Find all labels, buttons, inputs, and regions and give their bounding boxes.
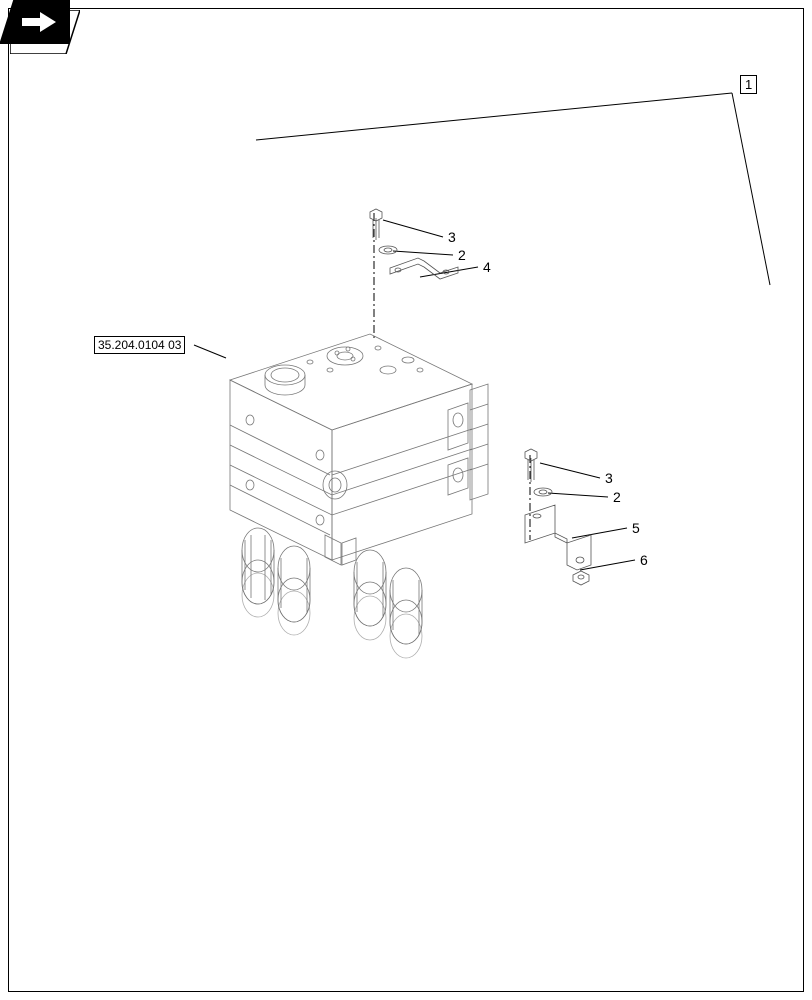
valve-assembly (130, 320, 520, 700)
callout-6: 6 (640, 552, 648, 568)
callout-4: 4 (483, 259, 491, 275)
callout-1: 1 (740, 75, 757, 94)
upper-hardware (350, 200, 470, 300)
